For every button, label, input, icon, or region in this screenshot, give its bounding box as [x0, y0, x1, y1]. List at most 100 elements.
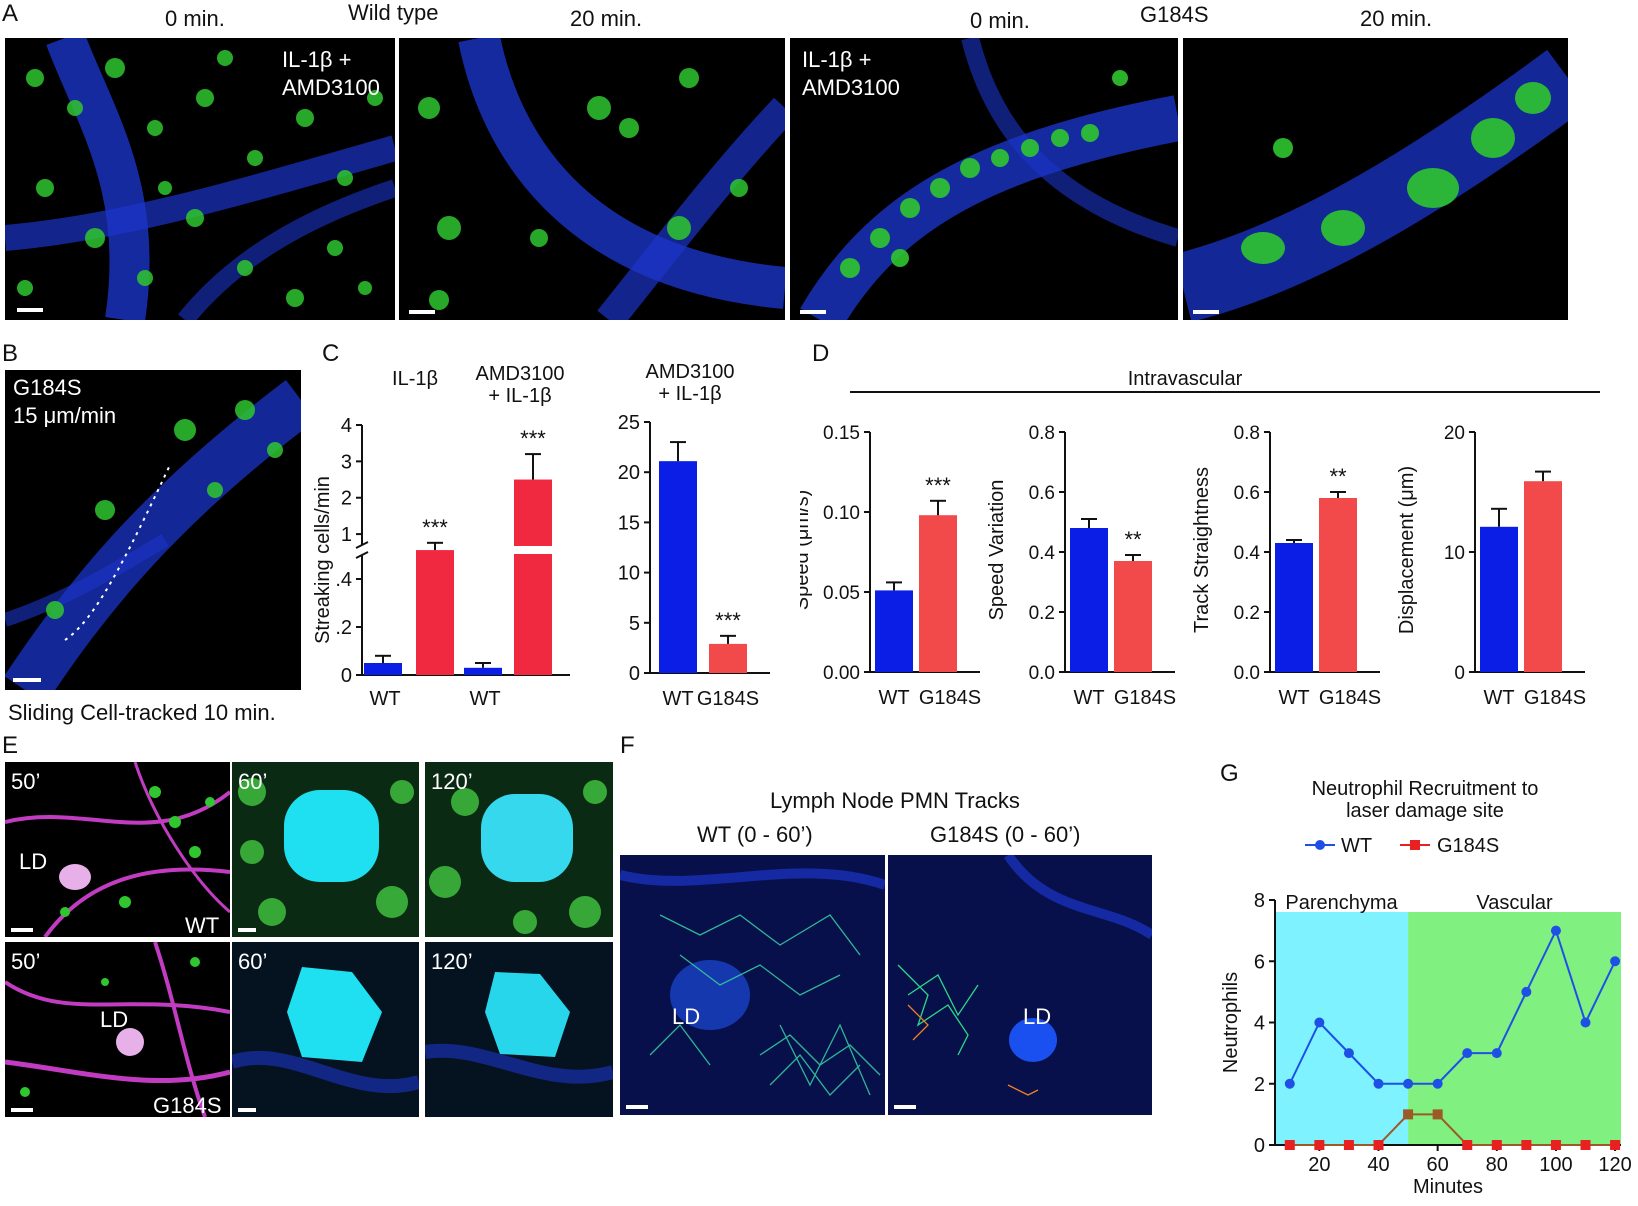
y-tick-label: 4 [1254, 1013, 1265, 1035]
panel-a-header-mut-0min: 0 min. [970, 8, 1030, 33]
micrograph-a-wt-0min: IL-1β + AMD3100 [5, 38, 395, 320]
scale-bar [238, 928, 256, 932]
y-tick-label: 0.2 [1234, 603, 1260, 624]
series-line-wt [1288, 927, 1616, 1085]
bar [1114, 561, 1152, 672]
panel-e-wt-genotype: WT [185, 913, 220, 937]
y-tick-label: 0.05 [823, 583, 860, 604]
significance-label: *** [925, 473, 951, 498]
ld-label: LD [19, 849, 48, 874]
y-tick-label: 0.6 [1029, 483, 1055, 504]
bar [1070, 528, 1108, 672]
scale-bar [1193, 310, 1219, 314]
y-tick-label: 10 [618, 563, 640, 585]
panel-e-g184s-time: 60’ [238, 949, 268, 974]
panel-e-g184s-genotype: G184S [153, 1093, 222, 1117]
x-tick-label: WT [662, 688, 693, 710]
panel-e-wt-time: 120’ [431, 769, 473, 794]
data-point-wt [1491, 1048, 1502, 1059]
y-tick-label: 0.6 [1234, 483, 1260, 504]
region-vascular [1408, 912, 1621, 1145]
axis-break-mark [355, 551, 369, 559]
panel-a-overlay-line1: IL-1β + [802, 47, 872, 72]
panel-label-f: F [620, 732, 635, 759]
panel-a-header-wt-0min: 0 min. [165, 6, 225, 31]
data-point-wt [1284, 1078, 1295, 1089]
panel-e-g184s-time: 50’ [11, 949, 41, 974]
axis-break-gap [513, 546, 553, 554]
y-tick-label: .2 [335, 617, 352, 639]
region-parenchyma [1275, 912, 1409, 1145]
y-axis-label: Speed (μm/s) [800, 490, 813, 610]
scale-bar [626, 1105, 648, 1109]
y-tick-label: 3 [341, 451, 352, 473]
panel-b-overlay-line1: G184S [13, 375, 82, 400]
y-tick-label: 0 [1254, 1135, 1265, 1157]
y-tick-label: 4 [341, 415, 352, 437]
data-point-wt [1550, 925, 1561, 936]
y-tick-label: 0.8 [1029, 423, 1055, 444]
panel-a-header-g184s: G184S [1140, 2, 1209, 27]
bar [364, 663, 402, 675]
legend-label-g184s: G184S [1437, 835, 1499, 857]
micrograph-e-wt-50: 50’ LD WT [5, 762, 230, 937]
data-point-g184s [1284, 1140, 1295, 1150]
significance-label: *** [422, 515, 448, 540]
y-tick-label: 10 [1444, 543, 1465, 564]
panel-label-e: E [2, 732, 19, 759]
panel-e-wt-time: 50’ [11, 769, 41, 794]
y-tick-label: 25 [618, 412, 640, 434]
bar [1524, 481, 1562, 672]
y-tick-label: 6 [1254, 951, 1265, 973]
x-tick-label: 40 [1367, 1154, 1389, 1176]
data-point-wt [1373, 1078, 1384, 1089]
legend-marker-g184s [1410, 840, 1420, 850]
bar [709, 643, 747, 673]
x-tick-label: WT [469, 688, 500, 710]
y-tick-label: 5 [629, 613, 640, 635]
micrograph-e-g184s-120: 120’ [425, 942, 613, 1117]
panel-a-header-mut-20min: 20 min. [1360, 6, 1433, 31]
y-axis-label: Displacement (μm) [1396, 466, 1418, 634]
micrograph-e-wt-120: 120’ [425, 762, 613, 937]
legend-label-wt: WT [1341, 835, 1372, 857]
significance-label: ** [1124, 527, 1142, 552]
x-tick-label: G184S [1319, 687, 1381, 709]
x-tick-label: WT [369, 688, 400, 710]
region-label: Vascular [1476, 892, 1553, 914]
micrograph-e-wt-60: 60’ [232, 762, 419, 937]
data-point-g184s [1373, 1140, 1384, 1150]
legend-marker-wt [1315, 840, 1325, 850]
y-tick-label: 0.00 [823, 663, 860, 684]
data-point-g184s [1462, 1140, 1473, 1150]
micrograph-e-g184s-60: 60’ [232, 942, 419, 1117]
data-point-wt [1610, 956, 1621, 967]
micrograph-b-g184s-track: G184S 15 μm/min [5, 370, 301, 690]
data-point-wt [1580, 1017, 1591, 1028]
data-point-g184s [1491, 1140, 1502, 1150]
y-tick-label: 0.0 [1029, 663, 1055, 684]
y-tick-label: 0.15 [823, 423, 860, 444]
panel-e-wt-time: 60’ [238, 769, 268, 794]
data-point-wt [1432, 1078, 1443, 1089]
micrograph-a-g184s-0min: IL-1β + AMD3100 [790, 38, 1178, 320]
data-point-g184s [1343, 1140, 1354, 1150]
chart-title: + IL-1β [658, 383, 721, 405]
bar [875, 590, 913, 672]
ld-label: LD [100, 1007, 129, 1032]
data-point-g184s [1521, 1140, 1532, 1150]
x-tick-label: 100 [1539, 1154, 1572, 1176]
panel-a-header-wt-20min: 20 min. [570, 6, 643, 31]
ld-label: LD [1023, 1004, 1052, 1029]
panel-f-g184s-label: G184S (0 - 60’) [930, 822, 1081, 847]
data-point-g184s [1314, 1140, 1325, 1150]
panel-a-overlay-line2: AMD3100 [802, 75, 900, 100]
chart-title: laser damage site [1346, 800, 1504, 822]
axis-break-mark [355, 541, 369, 549]
scale-bar [409, 310, 435, 314]
data-point-g184s [1403, 1109, 1414, 1120]
y-tick-label: 0.4 [1029, 543, 1056, 564]
bar [1319, 498, 1357, 672]
chart-title: AMD3100 [476, 363, 565, 385]
